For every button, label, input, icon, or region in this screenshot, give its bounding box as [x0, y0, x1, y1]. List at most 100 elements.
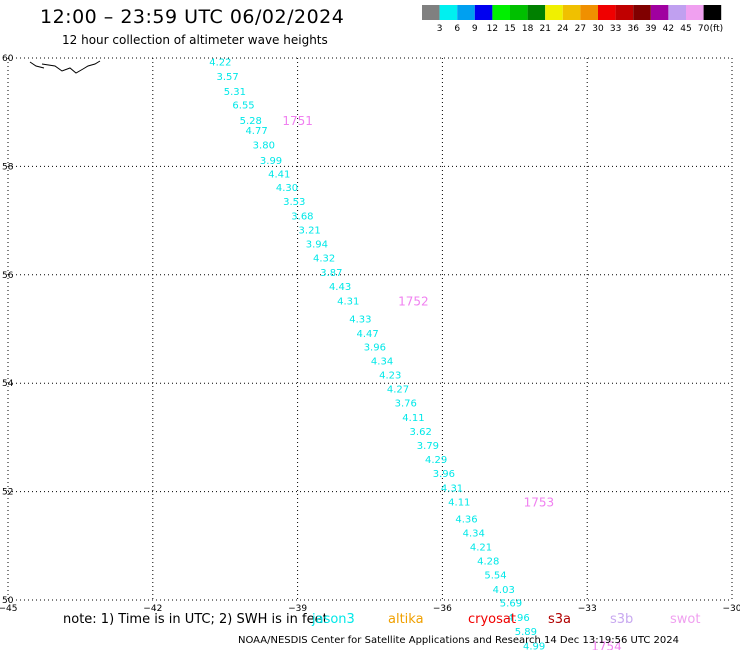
swh-data-label: 4.28: [477, 556, 499, 567]
page-subtitle: 12 hour collection of altimeter wave hei…: [62, 33, 328, 47]
y-tick-label: 52: [2, 488, 13, 498]
swh-data-label: 4.30: [276, 183, 298, 194]
swh-data-label: 3.79: [417, 441, 439, 452]
satellite-label-jason3: jason3: [312, 612, 355, 627]
swh-data-label: 4.11: [448, 497, 470, 508]
swh-data-label: 3.80: [253, 141, 275, 152]
colorbar-tick-label: 27: [575, 24, 586, 34]
satellite-label-s3a: s3a: [548, 612, 572, 627]
x-tick-label: −39: [288, 604, 307, 614]
colorbar-tick-label: 15: [504, 24, 515, 34]
swh-data-label: 3.68: [291, 212, 313, 223]
satellite-label-cryosat: cryosat: [468, 612, 516, 627]
x-tick-label: −30: [723, 604, 740, 614]
colorbar-swatch: [703, 5, 722, 20]
colorbar-tick-label: 21: [539, 24, 550, 34]
swh-data-label: 3.96: [433, 469, 455, 480]
y-tick-label: 60: [2, 54, 14, 64]
swh-data-label: 3.94: [306, 239, 328, 250]
page-title: 12:00 – 23:59 UTC 06/02/2024: [40, 6, 345, 28]
swh-data-label: 6.55: [232, 101, 254, 112]
y-tick-label: 56: [2, 271, 14, 281]
time-label: 1752: [398, 294, 429, 308]
colorbar-tick-label: 36: [627, 24, 639, 34]
colorbar-unit-label: (ft): [710, 24, 724, 34]
swh-data-label: 4.11: [402, 413, 424, 424]
swh-data-label: 3.87: [320, 268, 342, 279]
colorbar-swatch: [492, 5, 510, 20]
colorbar-swatch: [650, 5, 669, 20]
swh-data-label: 4.43: [329, 282, 351, 293]
time-label: 1751: [282, 114, 313, 128]
x-tick-label: −45: [0, 604, 18, 614]
swh-data-label: 4.34: [463, 528, 485, 539]
swh-data-label: 3.57: [216, 72, 238, 83]
swh-data-label: 3.21: [299, 225, 321, 236]
colorbar-swatch: [580, 5, 598, 20]
y-tick-label: 50: [2, 596, 14, 606]
swh-data-label: 4.21: [470, 542, 492, 553]
time-label: 1753: [524, 495, 555, 509]
credit-line: NOAA/NESDIS Center for Satellite Applica…: [238, 635, 680, 646]
x-tick-label: −33: [578, 604, 597, 614]
colorbar-tick-label: 30: [592, 24, 604, 34]
colorbar-swatch: [598, 5, 616, 20]
colorbar-swatch: [545, 5, 563, 20]
y-tick-label: 54: [2, 379, 14, 389]
swh-data-label: 4.47: [356, 329, 378, 340]
swh-data-label: 5.54: [484, 571, 506, 582]
swh-data-label: 3.62: [410, 427, 432, 438]
colorbar-tick-label: 6: [454, 24, 460, 34]
colorbar-tick-label: 70: [698, 24, 710, 34]
swh-data-label: 5.28: [240, 116, 262, 127]
colorbar-swatch: [562, 5, 581, 20]
colorbar-tick-label: 39: [645, 24, 657, 34]
y-tick-label: 58: [2, 162, 14, 172]
satellite-label-altika: altika: [388, 612, 424, 627]
swh-data-label: 4.34: [371, 356, 393, 367]
colorbar-swatch: [686, 5, 704, 20]
swh-data-label: 3.76: [395, 399, 417, 410]
swh-data-label: 4.23: [379, 371, 401, 382]
colorbar-tick-label: 24: [557, 24, 569, 34]
colorbar-swatch: [668, 5, 686, 20]
swh-data-label: 4.27: [387, 385, 409, 396]
colorbar-swatch: [439, 5, 458, 20]
colorbar-swatch: [510, 5, 528, 20]
colorbar-swatch: [527, 5, 546, 20]
colorbar-tick-label: 33: [610, 24, 621, 34]
swh-data-label: 4.29: [425, 455, 447, 466]
footer-note: note: 1) Time is in UTC; 2) SWH is in fe…: [63, 612, 328, 627]
colorbar-tick-label: 3: [437, 24, 443, 34]
coastline: [41, 60, 101, 74]
swh-data-label: 4.22: [209, 57, 231, 68]
swh-data-label: 3.96: [364, 342, 386, 353]
swh-data-label: 4.36: [455, 515, 477, 526]
colorbar-swatch: [474, 5, 493, 20]
x-tick-label: −36: [433, 604, 452, 614]
coastline: [29, 61, 45, 69]
satellite-label-s3b: s3b: [610, 612, 634, 627]
swh-data-label: 4.77: [245, 126, 267, 137]
colorbar-tick-label: 9: [472, 24, 478, 34]
x-tick-label: −42: [143, 604, 162, 614]
swh-data-label: 3.53: [283, 197, 305, 208]
time-label: 1754: [591, 640, 622, 650]
colorbar-swatch: [457, 5, 475, 20]
swh-data-label: 4.31: [337, 296, 359, 307]
color-legend: 3 6 9 12 15 18 21 24 27 30 33 36 39 42 45 70 (ft): [422, 5, 724, 34]
swh-data-label: 4.96: [508, 613, 530, 624]
satellite-label-swot: swot: [670, 612, 701, 627]
swh-data-label: 4.03: [493, 585, 515, 596]
swh-data-label: 4.41: [268, 169, 290, 180]
colorbar-swatch: [422, 5, 440, 20]
colorbar-tick-label: 12: [487, 24, 498, 34]
swh-data-label: 5.89: [515, 627, 537, 638]
swh-data-label: 4.31: [441, 483, 463, 494]
colorbar-tick-label: 42: [663, 24, 674, 34]
colorbar-swatch: [615, 5, 634, 20]
swh-data-label: 4.32: [313, 253, 335, 264]
colorbar-tick-label: 45: [680, 24, 691, 34]
swh-data-label: 5.69: [500, 599, 522, 610]
